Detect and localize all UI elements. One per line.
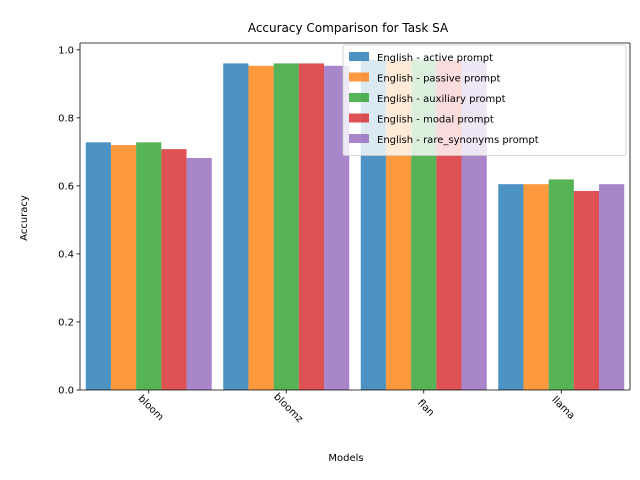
bar-llama-1 [523, 184, 549, 390]
x-tick-label: flan [415, 398, 436, 419]
y-tick-label: 0.2 [58, 317, 74, 328]
legend-box [342, 44, 627, 156]
bar-bloom-4 [186, 157, 212, 390]
bars-layer [85, 59, 625, 391]
legend-swatch [349, 72, 369, 82]
y-tick-label: 0.0 [58, 386, 74, 397]
bar-bloom-1 [110, 145, 137, 390]
legend-label: English - modal prompt [377, 115, 494, 126]
bar-llama-4 [599, 184, 625, 390]
legend-label: English - rare_synonyms prompt [377, 135, 539, 146]
legend-label: English - passive prompt [377, 74, 500, 85]
bar-llama-3 [573, 190, 600, 390]
bar-llama-2 [548, 179, 574, 390]
chart-title: Accuracy Comparison for Task SA [248, 21, 449, 35]
x-tick-label: bloomz [271, 391, 304, 424]
legend-label: English - auxiliary prompt [377, 94, 506, 105]
bar-bloomz-3 [298, 63, 325, 390]
legend-swatch [349, 134, 369, 143]
legend-swatch [349, 52, 369, 61]
bar-llama-0 [498, 184, 524, 390]
bar-bloom-3 [161, 149, 187, 390]
legend: English - active prompt English - passive… [342, 44, 627, 156]
bar-bloomz-0 [223, 63, 249, 390]
y-tick-label: 0.4 [58, 249, 74, 260]
y-tick-label: 0.6 [58, 181, 74, 192]
y-tick-label: 1.0 [58, 45, 74, 56]
legend-swatch [349, 93, 369, 102]
bar-bloomz-2 [273, 63, 299, 390]
x-tick-label: llama [549, 395, 576, 422]
y-axis-label: Accuracy [19, 195, 30, 241]
x-axis-label: Models [328, 453, 363, 464]
y-tick-label: 0.8 [58, 113, 74, 124]
bar-bloom-0 [85, 142, 111, 390]
legend-label: English - active prompt [377, 53, 493, 64]
bar-bloomz-1 [248, 65, 274, 390]
bar-bloom-2 [136, 142, 162, 390]
x-tick-label: bloom [136, 393, 166, 423]
legend-swatch [349, 113, 369, 123]
